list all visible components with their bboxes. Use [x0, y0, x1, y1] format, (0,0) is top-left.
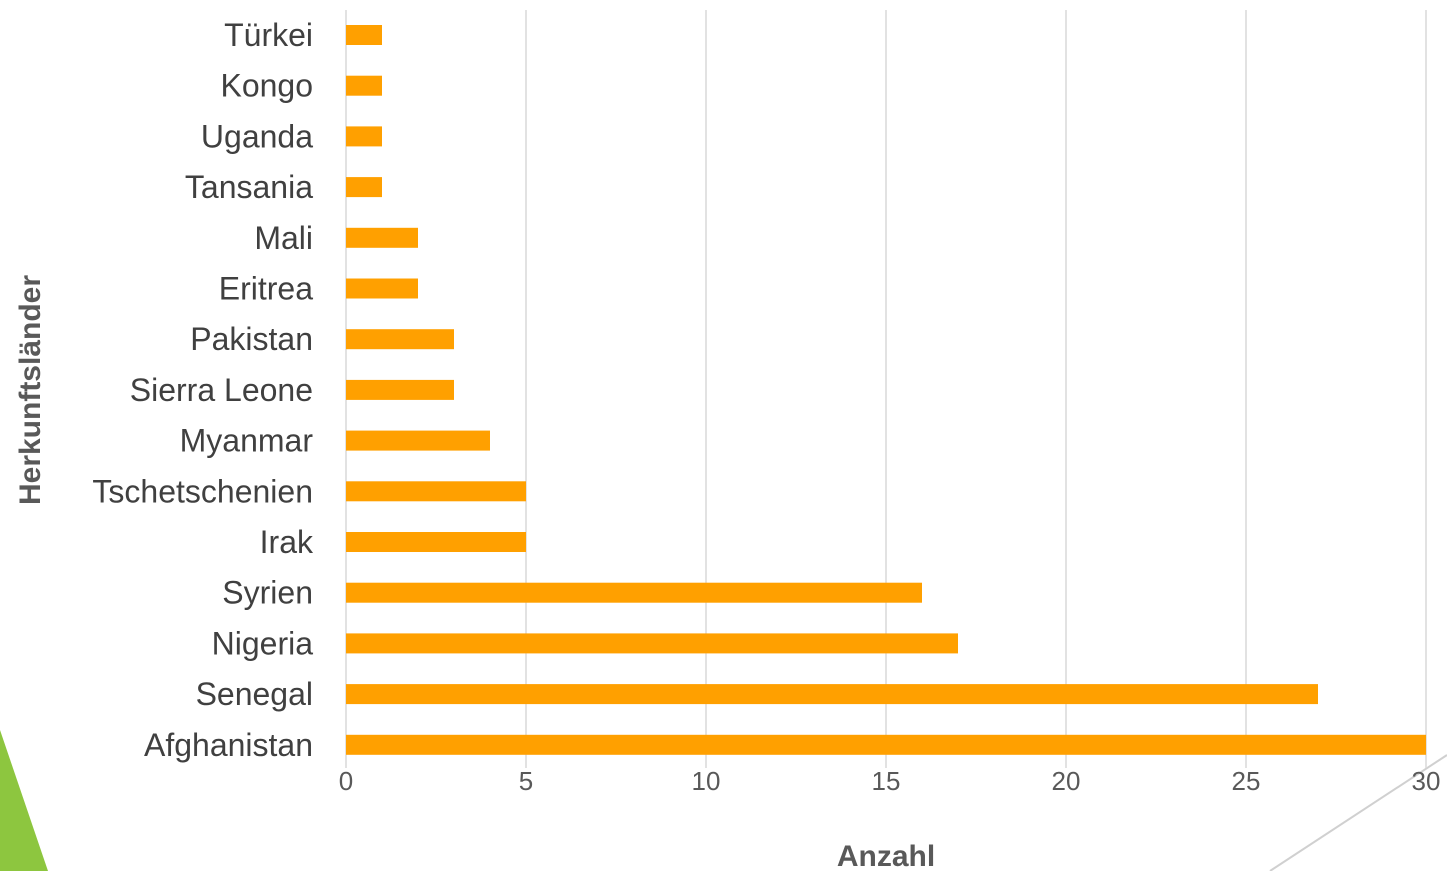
- bar-13: [346, 684, 1318, 705]
- bar-9: [346, 481, 526, 502]
- x-tick-label: 20: [1052, 766, 1081, 796]
- x-tick-label: 10: [692, 766, 721, 796]
- category-label: Mali: [254, 220, 313, 256]
- decor-green-triangle: [0, 730, 48, 871]
- category-label: Sierra Leone: [130, 372, 313, 408]
- category-label: Afghanistan: [144, 727, 313, 763]
- bar-2: [346, 126, 382, 147]
- grid-lines: [345, 10, 1427, 768]
- x-tick-labels: 0 5 10 15 20 25 30: [339, 766, 1441, 796]
- category-label: Tansania: [185, 169, 313, 205]
- bar-11: [346, 582, 922, 603]
- category-label: Kongo: [220, 68, 313, 104]
- x-tick-label: 15: [872, 766, 901, 796]
- bar-4: [346, 227, 418, 248]
- bar-14: [346, 734, 1426, 755]
- x-axis-title: Anzahl: [837, 840, 935, 871]
- category-label: Irak: [260, 524, 314, 560]
- decor-diagonal-line: [1269, 754, 1447, 871]
- category-label: Pakistan: [190, 321, 313, 357]
- bar-8: [346, 430, 490, 451]
- bars: [346, 25, 1426, 755]
- category-label: Eritrea: [219, 271, 313, 307]
- bar-5: [346, 278, 418, 299]
- bar-12: [346, 633, 958, 654]
- category-label: Tschetschenien: [92, 473, 313, 509]
- category-label: Syrien: [222, 575, 313, 611]
- category-label: Senegal: [196, 676, 313, 712]
- bar-0: [346, 25, 382, 45]
- bar-3: [346, 177, 382, 198]
- bar-6: [346, 329, 454, 350]
- x-tick-label: 0: [339, 766, 353, 796]
- y-axis-title: Herkunftsländer: [14, 275, 47, 505]
- category-labels: Türkei Kongo Uganda Tansania Mali Eritrea Paki…: [92, 17, 314, 763]
- category-label: Myanmar: [180, 423, 314, 459]
- category-label: Nigeria: [212, 625, 314, 661]
- x-tick-label: 30: [1412, 766, 1441, 796]
- bar-7: [346, 379, 454, 400]
- x-tick-label: 5: [519, 766, 533, 796]
- x-tick-label: 25: [1232, 766, 1261, 796]
- bar-1: [346, 75, 382, 96]
- category-label: Uganda: [201, 118, 313, 154]
- category-label: Türkei: [224, 17, 313, 53]
- bar-10: [346, 532, 526, 552]
